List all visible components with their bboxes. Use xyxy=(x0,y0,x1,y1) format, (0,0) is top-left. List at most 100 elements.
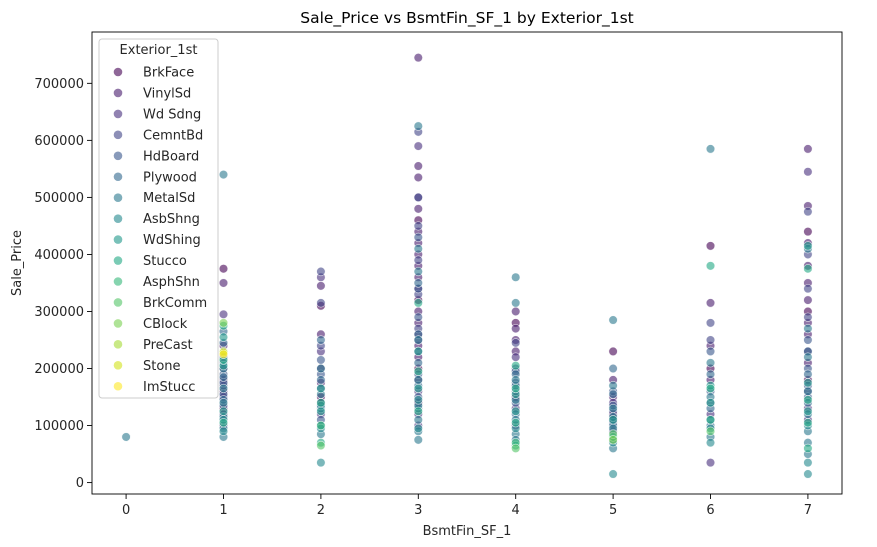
data-point xyxy=(218,349,229,359)
data-point xyxy=(705,335,716,345)
data-point xyxy=(803,227,813,237)
data-point xyxy=(511,338,521,348)
data-point xyxy=(413,298,423,308)
data-point xyxy=(803,167,813,177)
data-point xyxy=(121,432,131,442)
data-point xyxy=(218,383,229,394)
data-point xyxy=(608,435,618,445)
legend: Exterior_1st BrkFace VinylSd Wd Sdng CemntB… xyxy=(98,38,219,399)
data-point xyxy=(803,458,813,468)
legend-label: VinylSd xyxy=(143,86,191,101)
data-point xyxy=(803,378,813,388)
data-point xyxy=(413,204,423,214)
data-point xyxy=(316,266,326,277)
data-point xyxy=(413,232,423,242)
data-point xyxy=(803,386,813,396)
data-point xyxy=(413,375,423,385)
data-point xyxy=(413,383,423,394)
data-point xyxy=(413,415,423,425)
data-point xyxy=(413,221,423,231)
data-point xyxy=(803,295,813,305)
legend-marker xyxy=(113,214,123,223)
data-point xyxy=(218,426,229,436)
legend-label: CBlock xyxy=(143,317,188,332)
data-point xyxy=(413,435,423,445)
data-point xyxy=(316,398,326,408)
legend-label: WdShing xyxy=(143,233,201,248)
y-tick-label: 600000 xyxy=(34,134,84,149)
legend-title: Exterior_1st xyxy=(120,43,198,58)
data-point xyxy=(705,358,716,368)
data-point xyxy=(316,363,326,374)
data-point xyxy=(803,335,813,345)
data-point xyxy=(705,426,716,436)
legend-label: BrkComm xyxy=(143,296,207,311)
data-point xyxy=(511,443,521,453)
chart-title: Sale_Price vs BsmtFin_SF_1 by Exterior_1… xyxy=(300,9,634,28)
data-point xyxy=(413,423,423,434)
data-point xyxy=(413,121,423,131)
data-point xyxy=(608,315,618,325)
data-point xyxy=(218,398,229,408)
legend-marker xyxy=(113,298,123,307)
data-point xyxy=(413,358,423,368)
data-point xyxy=(803,406,813,416)
data-point xyxy=(803,241,813,251)
legend-marker xyxy=(113,381,123,391)
y-axis-label: Sale_Price xyxy=(10,230,25,296)
data-point xyxy=(218,406,229,416)
x-tick-label: 6 xyxy=(706,503,714,518)
legend-label: PreCast xyxy=(143,338,193,353)
data-point xyxy=(803,418,813,428)
x-tick-label: 2 xyxy=(317,503,325,518)
data-point xyxy=(413,312,423,322)
data-point xyxy=(803,352,813,362)
data-point xyxy=(413,346,423,357)
legend-marker xyxy=(113,151,123,161)
legend-label: Stone xyxy=(143,359,181,374)
y-tick-label: 100000 xyxy=(34,419,84,434)
data-point xyxy=(316,298,326,308)
data-point xyxy=(316,375,326,385)
legend-label: AsphShn xyxy=(143,275,200,290)
data-point xyxy=(705,398,716,408)
data-point xyxy=(218,332,229,342)
legend-marker xyxy=(113,361,123,370)
legend-marker xyxy=(113,130,123,140)
legend-label: ImStucc xyxy=(143,380,195,395)
data-point xyxy=(413,366,423,376)
legend-marker xyxy=(113,319,123,328)
data-point xyxy=(218,309,229,319)
legend-label: MetalSd xyxy=(143,191,195,206)
data-point xyxy=(413,244,423,254)
data-point xyxy=(803,469,813,479)
data-point xyxy=(705,383,716,394)
y-tick-label: 700000 xyxy=(34,77,84,92)
y-tick-label: 0 xyxy=(76,476,84,491)
data-point xyxy=(705,458,716,468)
data-point xyxy=(316,335,326,345)
legend-label: Stucco xyxy=(143,254,187,269)
data-point xyxy=(705,298,716,308)
data-point xyxy=(413,278,423,288)
legend-label: Wd Sdng xyxy=(143,107,201,122)
data-point xyxy=(511,323,521,334)
data-point xyxy=(413,161,423,171)
data-point xyxy=(705,346,716,357)
data-point xyxy=(316,281,326,291)
legend-label: BrkFace xyxy=(143,66,194,81)
data-point xyxy=(218,278,229,288)
data-point xyxy=(218,418,229,428)
data-point xyxy=(413,266,423,277)
legend-label: CemntBd xyxy=(143,128,203,143)
data-point xyxy=(316,406,326,416)
data-point xyxy=(511,375,521,385)
legend-marker xyxy=(113,172,123,182)
data-point xyxy=(413,53,423,63)
data-point xyxy=(608,363,618,374)
y-tick-label: 300000 xyxy=(34,305,84,320)
data-point xyxy=(511,272,521,282)
legend-entries: BrkFace VinylSd Wd Sdng CemntBd HdBoard Plywo… xyxy=(113,66,207,395)
data-point xyxy=(705,241,716,251)
